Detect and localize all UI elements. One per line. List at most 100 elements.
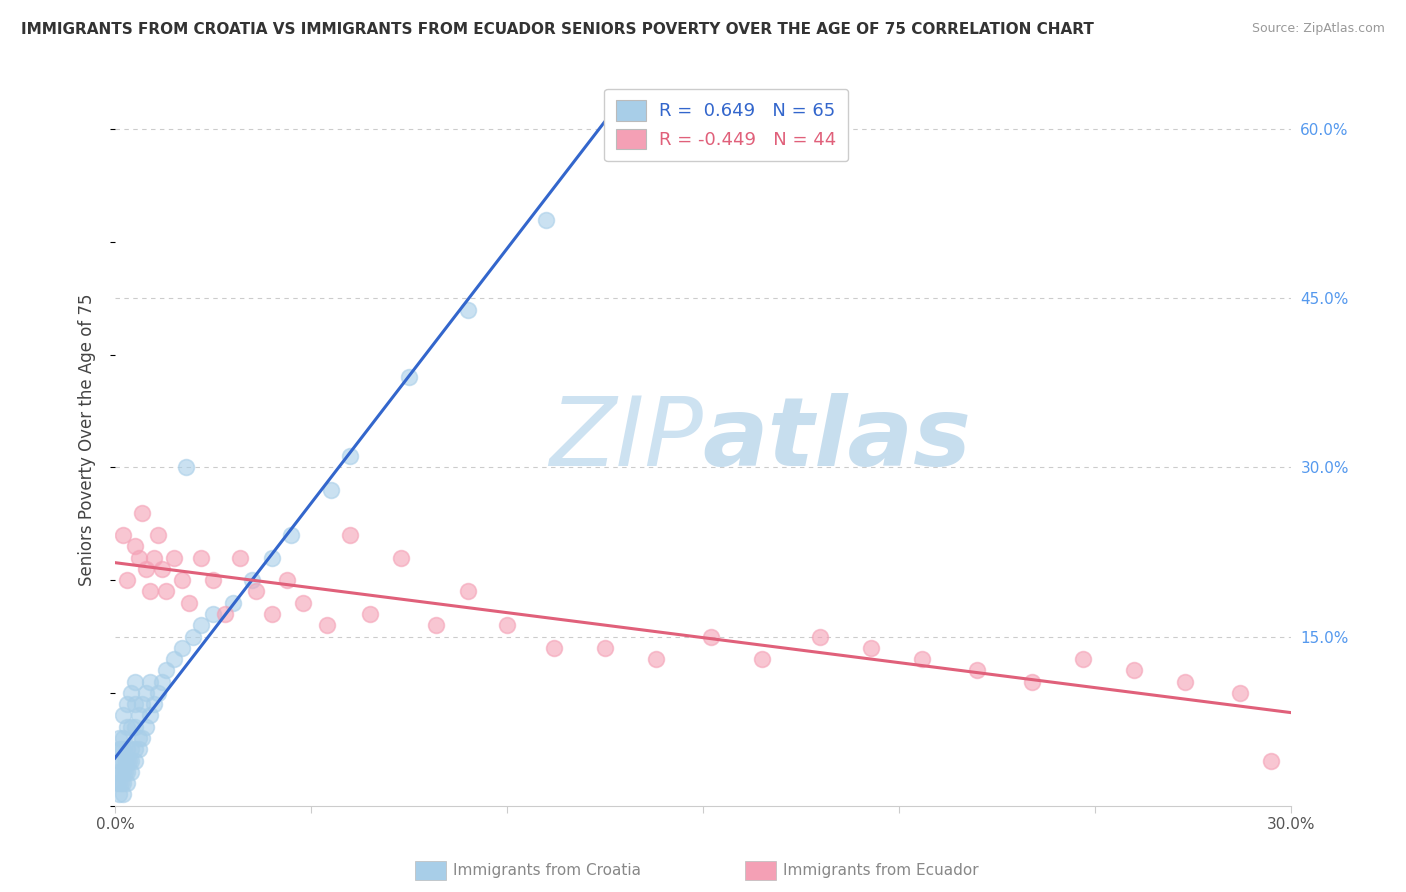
Point: [155, 664, 177, 678]
Point: [260, 607, 283, 621]
Point: [111, 764, 134, 779]
Point: [108, 787, 131, 801]
Point: [128, 742, 150, 756]
Point: [190, 550, 212, 565]
Point: [751, 652, 773, 666]
Text: IMMIGRANTS FROM CROATIA VS IMMIGRANTS FROM ECUADOR SENIORS POVERTY OVER THE AGE : IMMIGRANTS FROM CROATIA VS IMMIGRANTS FR…: [21, 22, 1094, 37]
Point: [457, 584, 479, 599]
Point: [114, 764, 136, 779]
Point: [111, 787, 134, 801]
Point: [1229, 686, 1251, 700]
Point: [120, 742, 142, 756]
Point: [118, 754, 141, 768]
Point: [260, 550, 283, 565]
Point: [534, 212, 557, 227]
Point: [163, 550, 186, 565]
Point: [111, 742, 134, 756]
Point: [131, 731, 153, 745]
Point: [229, 550, 252, 565]
Point: [124, 720, 146, 734]
Point: [111, 708, 134, 723]
Point: [613, 100, 636, 114]
Point: [124, 742, 146, 756]
Point: [644, 652, 666, 666]
Point: [124, 697, 146, 711]
Point: [139, 584, 162, 599]
Text: Source: ZipAtlas.com: Source: ZipAtlas.com: [1251, 22, 1385, 36]
Point: [131, 506, 153, 520]
Point: [146, 686, 169, 700]
Point: [143, 697, 166, 711]
Point: [1174, 674, 1197, 689]
Point: [124, 754, 146, 768]
Y-axis label: Seniors Poverty Over the Age of 75: Seniors Poverty Over the Age of 75: [79, 293, 96, 585]
Point: [245, 584, 267, 599]
Point: [860, 640, 883, 655]
Point: [593, 640, 616, 655]
Point: [115, 776, 138, 790]
Point: [163, 652, 186, 666]
Point: [105, 764, 128, 779]
Point: [201, 573, 224, 587]
Point: [108, 731, 131, 745]
Point: [124, 674, 146, 689]
Point: [150, 674, 173, 689]
Point: [110, 764, 132, 779]
Point: [319, 483, 342, 497]
Point: [276, 573, 298, 587]
Point: [120, 764, 142, 779]
Point: [139, 708, 162, 723]
Point: [139, 674, 162, 689]
Point: [150, 562, 173, 576]
Point: [135, 562, 157, 576]
Point: [111, 776, 134, 790]
Point: [170, 573, 193, 587]
Point: [398, 370, 420, 384]
Point: [108, 742, 131, 756]
Text: Immigrants from Ecuador: Immigrants from Ecuador: [783, 863, 979, 878]
Point: [115, 764, 138, 779]
Point: [120, 686, 142, 700]
Text: ZIP: ZIP: [548, 392, 703, 486]
Point: [292, 596, 315, 610]
Point: [699, 630, 721, 644]
Point: [111, 731, 134, 745]
Point: [105, 776, 128, 790]
Point: [339, 528, 361, 542]
Point: [240, 573, 263, 587]
Point: [111, 754, 134, 768]
Point: [110, 776, 132, 790]
Point: [111, 528, 134, 542]
Point: [190, 618, 212, 632]
Point: [359, 607, 381, 621]
Point: [425, 618, 447, 632]
Point: [221, 596, 243, 610]
Point: [120, 754, 142, 768]
Point: [135, 720, 157, 734]
Point: [543, 640, 565, 655]
Text: Immigrants from Croatia: Immigrants from Croatia: [453, 863, 641, 878]
Point: [1021, 674, 1043, 689]
Point: [128, 708, 150, 723]
Point: [179, 596, 201, 610]
Point: [315, 618, 337, 632]
Text: atlas: atlas: [703, 392, 972, 486]
Point: [496, 618, 519, 632]
Point: [280, 528, 302, 542]
Legend: R =  0.649   N = 65, R = -0.449   N = 44: R = 0.649 N = 65, R = -0.449 N = 44: [605, 88, 848, 161]
Point: [339, 449, 361, 463]
Point: [808, 630, 831, 644]
Point: [115, 573, 138, 587]
Point: [146, 528, 169, 542]
Point: [155, 584, 177, 599]
Point: [114, 754, 136, 768]
Point: [174, 460, 197, 475]
Point: [143, 550, 166, 565]
Point: [120, 720, 142, 734]
Point: [966, 664, 988, 678]
Point: [131, 697, 153, 711]
Point: [389, 550, 412, 565]
Point: [124, 540, 146, 554]
Point: [183, 630, 205, 644]
Point: [170, 640, 193, 655]
